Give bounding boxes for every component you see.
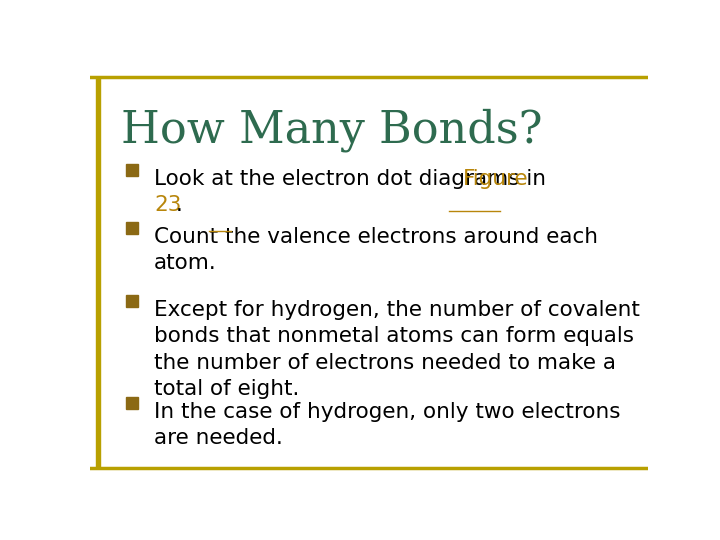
Text: Look at the electron dot diagrams in: Look at the electron dot diagrams in xyxy=(154,168,553,189)
Text: How Many Bonds?: How Many Bonds? xyxy=(121,109,542,152)
Text: Except for hydrogen, the number of covalent
bonds that nonmetal atoms can form e: Except for hydrogen, the number of coval… xyxy=(154,300,640,399)
Text: .: . xyxy=(176,194,182,214)
Text: Count the valence electrons around each
atom.: Count the valence electrons around each … xyxy=(154,227,598,273)
Text: In the case of hydrogen, only two electrons
are needed.: In the case of hydrogen, only two electr… xyxy=(154,402,621,448)
Text: 23: 23 xyxy=(154,194,181,214)
Text: Figure: Figure xyxy=(463,168,529,189)
Bar xyxy=(96,77,100,468)
